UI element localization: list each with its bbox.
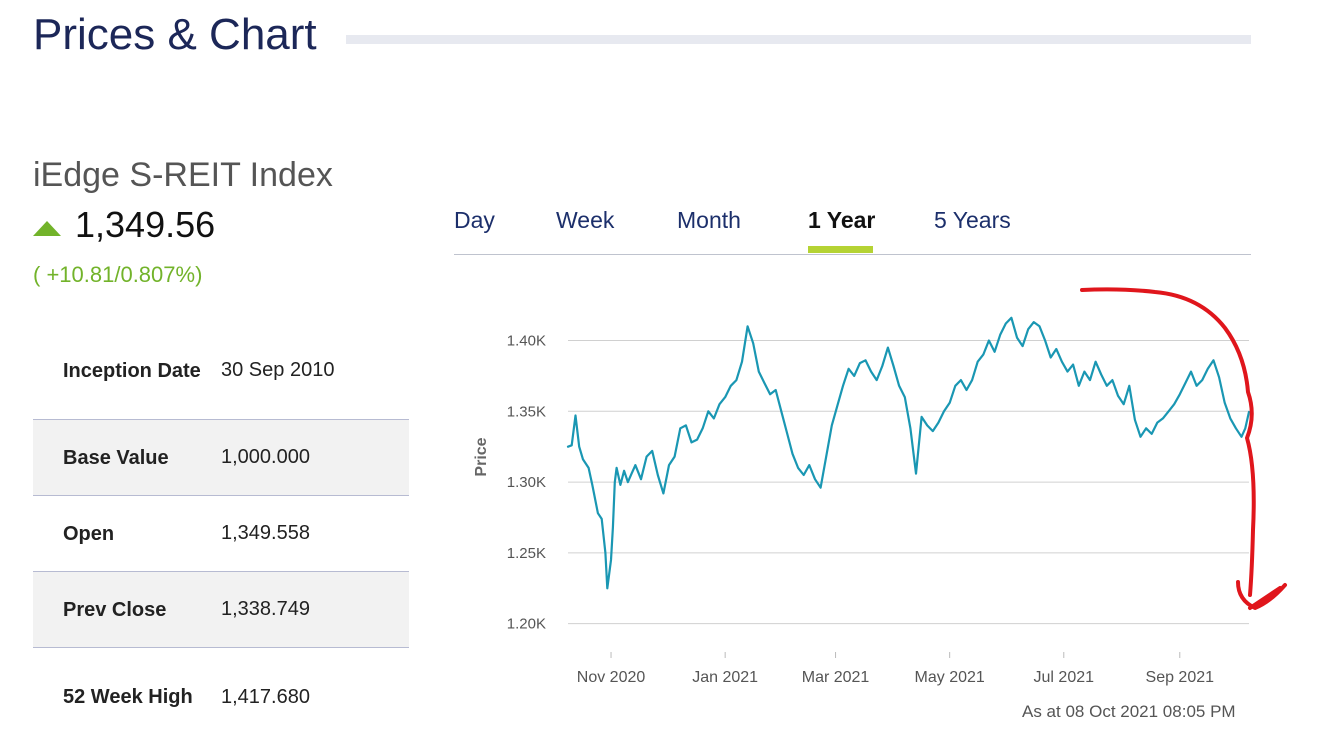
- stat-label: Base Value: [63, 446, 169, 469]
- stat-row-open: Open 1,349.558: [33, 496, 409, 572]
- red-arrow-path: [1080, 287, 1287, 610]
- stat-value: 30 Sep 2010: [221, 359, 335, 381]
- range-tabs: Day Week Month 1 Year 5 Years: [454, 200, 1251, 255]
- active-tab-indicator: [808, 246, 873, 253]
- price-row: 1,349.56: [33, 203, 215, 247]
- stat-row-base-value: Base Value 1,000.000: [33, 420, 409, 496]
- stat-label: 52 Week High: [63, 686, 193, 708]
- y-tick-label: 1.30K: [507, 474, 546, 491]
- price-chart: 1.20K 1.25K 1.30K 1.35K 1.40K Nov 2020 Jan 202…: [473, 316, 1251, 686]
- tab-month[interactable]: Month: [677, 207, 741, 233]
- x-tick-label: Sep 2021: [1146, 669, 1215, 686]
- tab-day[interactable]: Day: [454, 207, 495, 233]
- stat-row-inception-date: Inception Date 30 Sep 2010: [33, 322, 409, 420]
- stat-row-52-week-high: 52 Week High 1,417.680: [33, 648, 409, 746]
- y-tick-label: 1.35K: [507, 403, 546, 420]
- stat-value: 1,417.680: [221, 685, 310, 708]
- stat-label: Inception Date: [63, 359, 201, 382]
- tab-week[interactable]: Week: [556, 207, 615, 233]
- as-at-timestamp: As at 08 Oct 2021 08:05 PM: [1022, 702, 1236, 721]
- x-tick-label: Jan 2021: [692, 669, 758, 686]
- stats-table: Inception Date 30 Sep 2010 Base Value 1,…: [33, 322, 409, 746]
- red-arrow-annotation: [1080, 287, 1287, 610]
- stat-value: 1,338.749: [221, 598, 310, 620]
- y-axis-label: Price: [473, 437, 490, 476]
- triangle-up-icon: [33, 220, 61, 236]
- stat-row-prev-close: Prev Close 1,338.749: [33, 572, 409, 648]
- stat-label: Open: [63, 522, 115, 545]
- tab-1-year[interactable]: 1 Year: [808, 207, 876, 233]
- stat-value: 1,349.558: [221, 522, 310, 544]
- current-price: 1,349.56: [75, 204, 216, 245]
- price-line: [566, 316, 1251, 590]
- page-title: Prices & Chart: [33, 10, 317, 59]
- price-change: ( +10.81/0.807%): [33, 262, 203, 287]
- stat-label: Prev Close: [63, 598, 167, 621]
- stat-value: 1,000.000: [221, 446, 310, 468]
- title-divider: [346, 35, 1251, 44]
- x-tick-label: Mar 2021: [802, 669, 870, 686]
- x-tick-label: Jul 2021: [1034, 669, 1095, 686]
- x-tick-label: May 2021: [915, 669, 985, 686]
- y-tick-label: 1.40K: [507, 332, 546, 349]
- x-tick-label: Nov 2020: [577, 669, 646, 686]
- y-tick-label: 1.25K: [507, 545, 546, 562]
- y-tick-label: 1.20K: [507, 616, 546, 633]
- index-name: iEdge S-REIT Index: [33, 156, 333, 195]
- tab-5-years[interactable]: 5 Years: [934, 207, 1011, 233]
